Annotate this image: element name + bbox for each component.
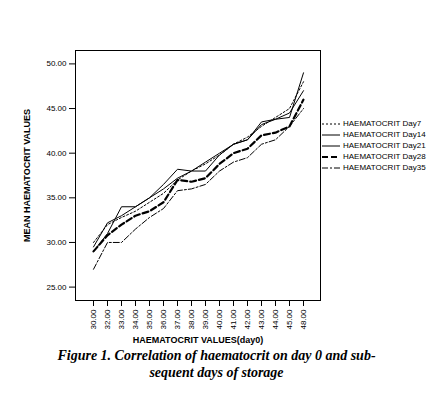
- html-text:Figure 1. Correlation of haema: Figure 1. Correlation of haematocrit on …: [57, 348, 376, 380]
- svg-text:39.00: 39.00: [201, 309, 210, 330]
- svg-text:40.00: 40.00: [215, 309, 224, 330]
- html-text:HAEMATOCRIT Day21: HAEMATOCRIT Day21: [343, 141, 426, 150]
- svg-text:35.00: 35.00: [46, 193, 67, 202]
- svg-text:30.00: 30.00: [89, 309, 98, 330]
- html-text:HAEMATOCRIT Day14: HAEMATOCRIT Day14: [343, 130, 426, 139]
- svg-text:25.00: 25.00: [46, 283, 67, 292]
- svg-text:32.00: 32.00: [103, 309, 112, 330]
- svg-text:38.00: 38.00: [187, 309, 196, 330]
- svg-text:36.00: 36.00: [159, 309, 168, 330]
- svg-text:37.00: 37.00: [173, 309, 182, 330]
- svg-text:43.00: 43.00: [257, 309, 266, 330]
- svg-text:44.00: 44.00: [271, 309, 280, 330]
- svg-text:HAEMATOCRIT VALUES(day0): HAEMATOCRIT VALUES(day0): [133, 335, 264, 345]
- svg-text:50.00: 50.00: [46, 59, 67, 68]
- svg-text:MEAN HAEMATOCRIT VALUES: MEAN HAEMATOCRIT VALUES: [22, 109, 32, 242]
- html-text:HAEMATOCRIT Day7: HAEMATOCRIT Day7: [343, 119, 422, 128]
- html-text:HAEMATOCRIT Day35: HAEMATOCRIT Day35: [343, 163, 426, 172]
- svg-text:48.00: 48.00: [299, 309, 308, 330]
- svg-text:30.00: 30.00: [46, 238, 67, 247]
- svg-text:45.00: 45.00: [285, 309, 294, 330]
- svg-text:35.00: 35.00: [145, 309, 154, 330]
- svg-text:45.00: 45.00: [46, 104, 67, 113]
- svg-text:33.00: 33.00: [117, 309, 126, 330]
- svg-text:41.00: 41.00: [229, 309, 238, 330]
- svg-text:40.00: 40.00: [46, 149, 67, 158]
- svg-text:42.00: 42.00: [243, 309, 252, 330]
- svg-text:34.00: 34.00: [131, 309, 140, 330]
- html-text:HAEMATOCRIT Day28: HAEMATOCRIT Day28: [343, 152, 426, 161]
